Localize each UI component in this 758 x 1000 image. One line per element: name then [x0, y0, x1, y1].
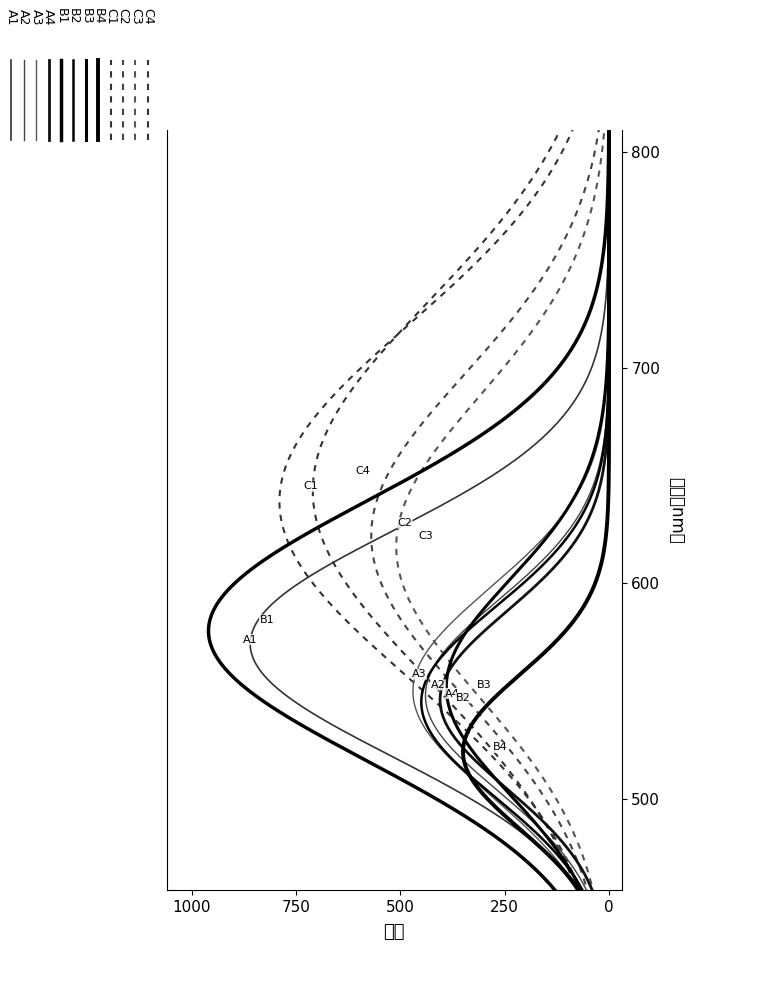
Text: B2: B2 [67, 8, 80, 25]
Text: C4: C4 [141, 8, 155, 25]
Text: A1: A1 [243, 635, 258, 645]
Text: C4: C4 [356, 466, 371, 476]
Text: C2: C2 [117, 8, 130, 25]
Text: B4: B4 [493, 742, 508, 752]
Text: B4: B4 [92, 8, 105, 25]
Text: B1: B1 [259, 615, 274, 625]
X-axis label: 强度: 强度 [384, 923, 405, 941]
Text: A2: A2 [431, 680, 446, 690]
Text: C2: C2 [397, 518, 412, 528]
Text: C3: C3 [418, 531, 433, 541]
Text: B2: B2 [456, 693, 471, 703]
Y-axis label: 波长（nm）: 波长（nm） [667, 477, 685, 543]
Text: C3: C3 [129, 8, 142, 25]
Text: A3: A3 [412, 669, 427, 679]
Text: A3: A3 [30, 9, 42, 25]
Text: B3: B3 [477, 680, 491, 690]
Text: B1: B1 [55, 8, 67, 25]
Text: B3: B3 [80, 8, 92, 25]
Text: A4: A4 [445, 689, 460, 699]
Text: A4: A4 [42, 9, 55, 25]
Text: A1: A1 [5, 9, 18, 25]
Text: C1: C1 [104, 8, 117, 25]
Text: C1: C1 [303, 481, 318, 491]
Text: A2: A2 [17, 9, 30, 25]
